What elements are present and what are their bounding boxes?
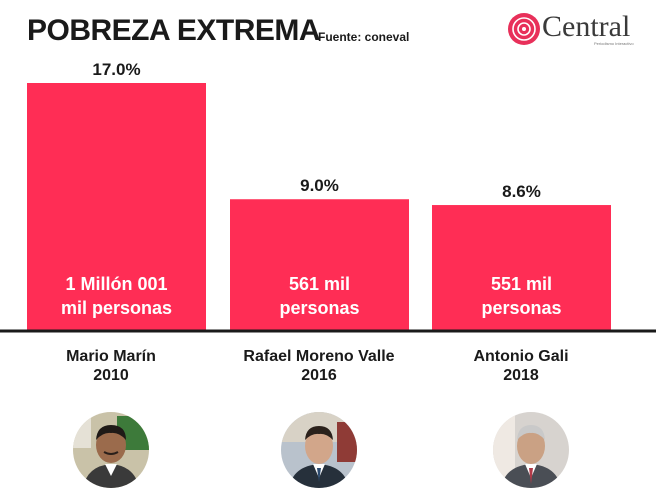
person-name: Antonio Gali bbox=[473, 348, 569, 365]
page-title: POBREZA EXTREMA bbox=[27, 14, 321, 47]
bar bbox=[230, 199, 409, 330]
value-label: 8.6% bbox=[502, 182, 541, 201]
person-label-rafael-moreno-valle: Rafael Moreno Valle 2016 bbox=[229, 347, 409, 385]
portrait-rafael-moreno-valle bbox=[281, 412, 357, 488]
person-name: Mario Marín bbox=[66, 348, 156, 365]
person-year: 2018 bbox=[503, 367, 539, 384]
brand-tagline: Periodismo Interactivo bbox=[594, 41, 634, 46]
brand-logo: Central Periodismo Interactivo bbox=[506, 10, 646, 50]
brand-name: Central bbox=[542, 10, 631, 43]
bar-inner-label: 551 mil bbox=[491, 274, 552, 294]
value-label: 9.0% bbox=[300, 176, 339, 195]
portrait-mario-marin bbox=[73, 412, 149, 488]
value-label: 17.0% bbox=[92, 60, 140, 79]
bar-inner-label: personas bbox=[279, 298, 359, 318]
central-logo-icon bbox=[508, 13, 540, 45]
person-year: 2016 bbox=[301, 367, 337, 384]
person-label-antonio-gali: Antonio Gali 2018 bbox=[431, 347, 611, 385]
person-name: Rafael Moreno Valle bbox=[243, 348, 395, 365]
person-label-mario-marin: Mario Marín 2010 bbox=[21, 347, 201, 385]
bar bbox=[432, 205, 611, 330]
bar-inner-label: 1 Millón 001 bbox=[65, 274, 167, 294]
portrait-antonio-gali bbox=[493, 412, 569, 488]
bar bbox=[27, 83, 206, 330]
bar-inner-label: mil personas bbox=[61, 298, 172, 318]
person-year: 2010 bbox=[93, 367, 129, 384]
source-note: Fuente: coneval bbox=[318, 30, 410, 44]
bar-inner-label: 561 mil bbox=[289, 274, 350, 294]
bar-inner-label: personas bbox=[481, 298, 561, 318]
